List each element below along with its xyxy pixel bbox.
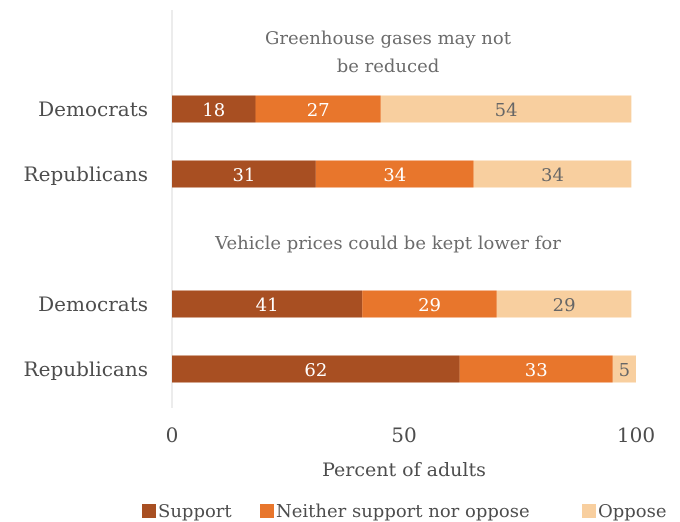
legend-label: Neither support nor oppose bbox=[276, 501, 530, 522]
data-label: 62 bbox=[304, 360, 327, 381]
panel-annotation: be reduced bbox=[337, 56, 440, 77]
data-label: 54 bbox=[495, 100, 518, 121]
bar-segment-neither-support-nor-oppose bbox=[459, 355, 613, 383]
x-tick-label: 0 bbox=[166, 423, 179, 447]
bar-segment-neither-support-nor-oppose bbox=[255, 95, 381, 123]
category-label: Democrats bbox=[38, 292, 148, 316]
data-label: 29 bbox=[553, 295, 576, 316]
bar-segment-support bbox=[172, 160, 316, 188]
bars: 18 27 54 31 34 34 41 29 29 62 33 5 bbox=[172, 95, 636, 383]
x-tick-label: 100 bbox=[617, 423, 655, 447]
legend-label: Support bbox=[158, 501, 232, 522]
bar-segment-support bbox=[172, 290, 363, 318]
bar-segment-support bbox=[172, 355, 460, 383]
panel-annotations: Greenhouse gases may not be reduced Vehicl… bbox=[214, 28, 561, 254]
data-label: 27 bbox=[307, 100, 330, 121]
data-label: 41 bbox=[256, 295, 279, 316]
bar-segment-oppose bbox=[473, 160, 632, 188]
x-axis-title: Percent of adults bbox=[322, 459, 486, 481]
data-label: 31 bbox=[232, 165, 255, 186]
data-label: 18 bbox=[202, 100, 225, 121]
bar-segment-oppose bbox=[612, 355, 636, 383]
data-label: 33 bbox=[525, 360, 548, 381]
bar-segment-oppose bbox=[380, 95, 632, 123]
data-label: 34 bbox=[383, 165, 406, 186]
category-label: Republicans bbox=[24, 162, 148, 186]
bar-segment-neither-support-nor-oppose bbox=[362, 290, 497, 318]
data-label: 34 bbox=[541, 165, 564, 186]
category-label: Democrats bbox=[38, 97, 148, 121]
data-label: 5 bbox=[619, 360, 630, 381]
legend-label: Oppose bbox=[598, 501, 667, 522]
legend-swatch bbox=[260, 504, 274, 518]
legend-swatch bbox=[582, 504, 596, 518]
x-tick-label: 50 bbox=[391, 423, 416, 447]
panel-annotation: Greenhouse gases may not bbox=[265, 28, 512, 49]
category-label: Republicans bbox=[24, 357, 148, 381]
legend-swatch bbox=[142, 504, 156, 518]
panel-annotation: Vehicle prices could be kept lower for bbox=[214, 233, 561, 254]
category-labels: Democrats Republicans Democrats Republicans bbox=[24, 97, 148, 381]
legend: Support Neither support nor oppose Oppose bbox=[142, 501, 667, 522]
data-label: 29 bbox=[418, 295, 441, 316]
bar-segment-oppose bbox=[496, 290, 632, 318]
bar-segment-neither-support-nor-oppose bbox=[315, 160, 474, 188]
x-tick-labels: 0 50 100 bbox=[166, 423, 655, 447]
bar-segment-support bbox=[172, 95, 256, 123]
